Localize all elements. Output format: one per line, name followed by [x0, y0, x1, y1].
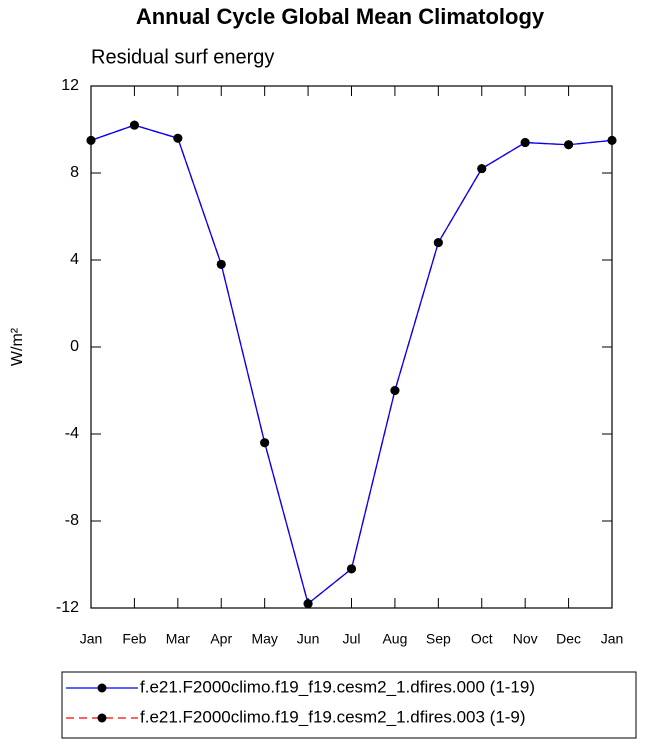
legend-marker — [97, 683, 107, 693]
chart-subtitle: Residual surf energy — [91, 46, 274, 68]
data-point — [390, 386, 400, 395]
data-line — [90, 124, 613, 605]
y-tick-label: -4 — [65, 425, 79, 442]
data-point — [173, 133, 183, 143]
data-point — [607, 135, 617, 145]
y-tick-label: -12 — [56, 599, 79, 616]
data-point — [433, 238, 443, 248]
x-tick-label: Mar — [166, 631, 190, 647]
legend-box — [61, 671, 637, 739]
data-point — [477, 164, 487, 174]
data-point — [347, 564, 356, 574]
plot-frame — [90, 85, 613, 609]
x-tick-label: Oct — [471, 631, 493, 647]
legend-label: f.e21.F2000climo.f19_f19.cesm2_1.dfires.… — [140, 677, 535, 696]
y-tick-label: -8 — [65, 512, 79, 529]
x-tick-label: Apr — [210, 631, 232, 647]
data-point — [216, 259, 226, 269]
x-tick-label: Feb — [122, 631, 146, 647]
legend-label: f.e21.F2000climo.f19_f19.cesm2_1.dfires.… — [140, 707, 526, 726]
x-tick-label: Jul — [343, 631, 361, 647]
y-tick-label: 12 — [61, 77, 79, 94]
x-tick-label: Jun — [297, 631, 320, 647]
y-tick-label: 4 — [70, 251, 79, 268]
x-tick-label: May — [251, 631, 277, 647]
y-tick-label: 0 — [70, 338, 79, 355]
x-tick-label: Sep — [426, 631, 451, 647]
x-tick-label: Dec — [556, 631, 581, 647]
data-point — [260, 438, 270, 448]
y-tick-label: 8 — [70, 164, 79, 181]
y-axis-label: W/m² — [9, 327, 26, 366]
x-tick-label: Jan — [80, 631, 103, 647]
x-tick-label: Nov — [513, 631, 538, 647]
legend-marker — [97, 713, 107, 723]
data-point — [564, 140, 574, 150]
x-tick-label: Jan — [601, 631, 624, 647]
data-point — [129, 120, 139, 130]
data-point — [86, 135, 96, 145]
data-line — [90, 124, 613, 605]
data-point — [303, 599, 313, 609]
data-point — [520, 138, 530, 148]
chart-title: Annual Cycle Global Mean Climatology — [136, 4, 545, 29]
x-tick-label: Aug — [382, 631, 407, 647]
